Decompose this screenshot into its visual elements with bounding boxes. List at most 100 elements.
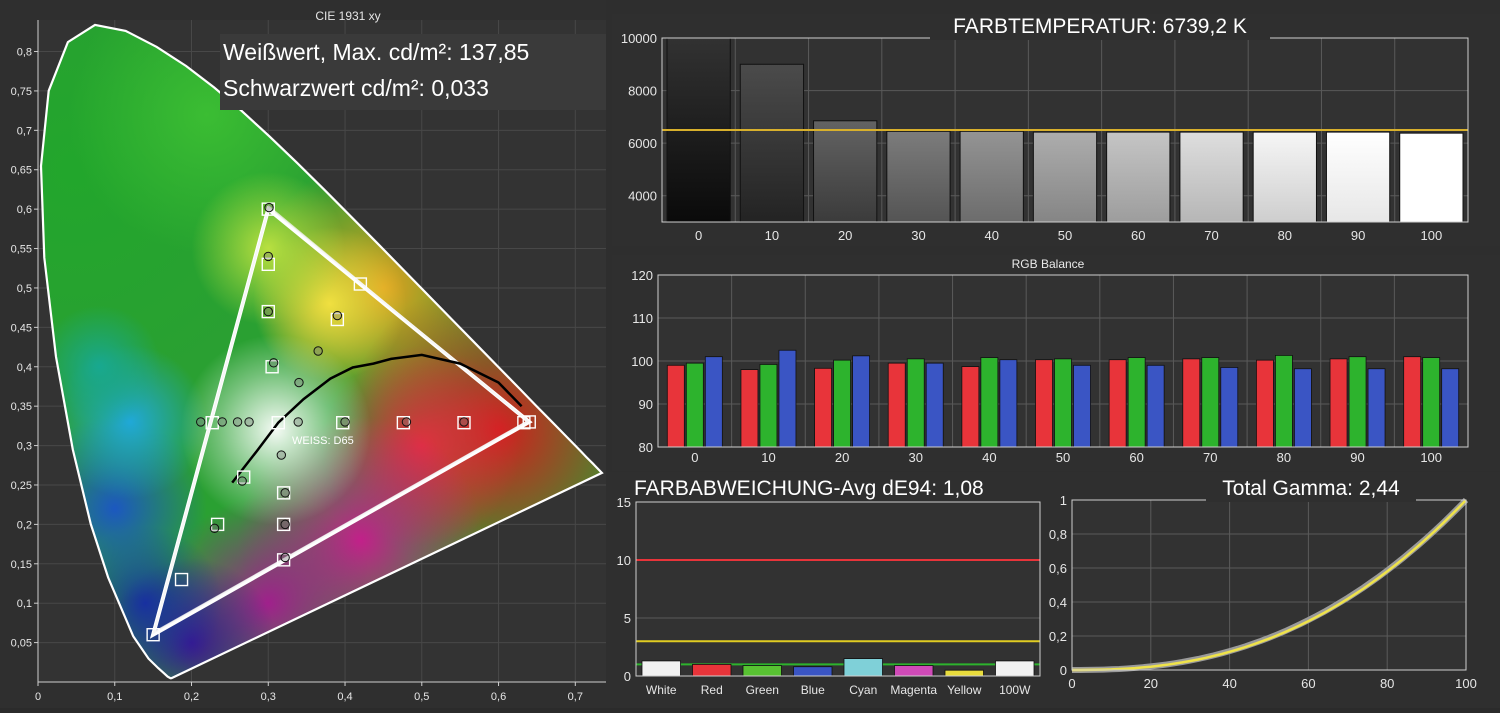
rgb-ytick-label: 110 [632, 311, 653, 326]
rgb-bar-red [1329, 358, 1348, 448]
dev-plot-area [636, 502, 1040, 676]
ft-xtick-label: 40 [984, 228, 998, 243]
rgb-bar-red [1108, 359, 1127, 448]
gam-xtick-label: 100 [1455, 676, 1477, 691]
dev-xtick-label: Cyan [849, 683, 877, 697]
measured-dot [264, 202, 274, 213]
rgb-xtick-label: 60 [1129, 450, 1143, 465]
measured-dot [217, 417, 227, 427]
measured-dot [232, 417, 243, 427]
cie-ytick-label: 0,05 [11, 638, 32, 650]
dev-xtick-label: Red [701, 683, 723, 697]
measured-dot [459, 417, 469, 427]
measured-dot [332, 310, 343, 321]
rgb-bar-green [1348, 356, 1367, 448]
rgb-xtick-label: 40 [982, 450, 996, 465]
cie-ytick-label: 0,65 [11, 165, 32, 177]
rgb-bar-green [759, 364, 778, 448]
target-square [457, 416, 471, 430]
dev-xtick-label: Magenta [890, 683, 937, 697]
gam-ytick-label: 1 [1060, 493, 1067, 508]
rgb-bar-green [906, 358, 925, 448]
cie-white-glow [180, 334, 371, 525]
gam-ytick-label: 0,8 [1049, 527, 1067, 542]
ft-xtick-label: 70 [1204, 228, 1218, 243]
target-square [210, 517, 225, 532]
gam-ytick-label: 0,2 [1049, 629, 1067, 644]
measured-dot [244, 417, 254, 427]
dev-xtick-label: Yellow [947, 683, 982, 697]
dev-frame [635, 501, 1041, 677]
cie-ytick-label: 0,55 [11, 244, 32, 256]
rgb-bar-red [1256, 359, 1274, 448]
dev-ytick-label: 5 [624, 611, 631, 626]
target-square [146, 628, 160, 642]
cie-xtick-label: 0,4 [337, 691, 352, 703]
rgb-bar-red [814, 367, 832, 448]
target-square [330, 312, 345, 327]
gam-ytick-label: 0 [1060, 663, 1067, 678]
cie-ytick-label: 0,75 [11, 86, 32, 98]
cie-ytick-label: 0,7 [17, 125, 32, 137]
cie-ytick-label: 0,4 [17, 362, 32, 374]
rgb-ytick-label: 80 [639, 440, 653, 455]
rgb-bar-green [1422, 357, 1441, 448]
white-luminance-text: Weißwert, Max. cd/m²: 137,85 [223, 39, 530, 65]
color-deviation-panel: 0 5 10 15 White Red Green Blue Cyan Magenta Yellow… [606, 472, 1042, 708]
dev-bar [995, 660, 1035, 677]
target-square [261, 304, 275, 319]
rgb-bar-red [887, 362, 906, 448]
cie-ytick-label: 0,1 [17, 598, 32, 610]
measured-dot [276, 450, 287, 460]
ft-bar [886, 130, 951, 223]
ft-ytick-label: 6000 [628, 136, 657, 151]
gam-xtick-label: 40 [1222, 676, 1236, 691]
rgb-balance-title: RGB Balance [1011, 257, 1085, 271]
color-deviation-title: FARBABWEICHUNG-Avg dE94: 1,08 [634, 477, 984, 500]
measured-dot [268, 358, 279, 368]
rgb-bar-green [980, 357, 999, 448]
ft-bar [959, 130, 1024, 223]
rgb-bar-blue [1146, 364, 1165, 448]
rgb-bar-red [740, 369, 759, 448]
dev-xtick-label: 100W [999, 683, 1031, 697]
ft-ytick-label: 4000 [628, 189, 657, 204]
dev-xtick-label: Green [746, 683, 779, 697]
rgb-bar-red [1403, 356, 1422, 448]
rgb-bar-red [1182, 358, 1201, 448]
cie-ytick-label: 0,15 [11, 559, 32, 571]
dev-bar [641, 660, 681, 677]
cie-ytick-label: 0,5 [17, 283, 32, 295]
cie-ytick-label: 0,8 [17, 47, 32, 59]
cie-axes: 0,05 0,1 0,15 0,2 0,25 0,3 0,35 0,4 0,45 0,5 0,55 0… [11, 20, 606, 703]
cie-ytick-label: 0,35 [11, 401, 32, 413]
measured-dot [263, 306, 273, 317]
dev-bar [692, 663, 732, 677]
target-square [265, 360, 279, 374]
ft-xtick-label: 60 [1131, 228, 1145, 243]
measured-dot [196, 417, 206, 427]
rgb-ytick-label: 120 [631, 268, 653, 283]
rgb-bar-blue [1441, 368, 1460, 448]
measured-dot [401, 417, 412, 427]
target-square [271, 416, 285, 430]
luminance-box: Weißwert, Max. cd/m²: 137,85 Schwarzwert… [220, 34, 606, 110]
ft-ytick-label: 10000 [621, 31, 657, 46]
ft-xtick-label: 20 [838, 228, 852, 243]
cie-title: CIE 1931 xy [315, 9, 380, 23]
rgb-frame [657, 274, 1469, 448]
rgb-bar-green [685, 362, 704, 448]
rgb-xtick-label: 70 [1203, 450, 1217, 465]
dev-ytick-label: 15 [617, 495, 631, 510]
gam-xtick-label: 60 [1301, 676, 1315, 691]
gamma-panel: 0 0,2 0,4 0,6 0,8 1 0 20 40 60 80 100 Total Gamma: … [1042, 472, 1500, 708]
gam-xtick-label: 80 [1380, 676, 1394, 691]
gam-ytick-label: 0,4 [1049, 595, 1067, 610]
rgb-bar-blue [1294, 368, 1312, 448]
rgb-bar-red [666, 364, 685, 448]
dev-ytick-label: 10 [617, 553, 631, 568]
rgb-bar-blue [778, 349, 797, 448]
measured-dot [293, 417, 303, 427]
color-temperature-chart: 4000 6000 8000 10000 0 10 20 30 40 50 60 70 80 90 100 [621, 31, 1469, 243]
